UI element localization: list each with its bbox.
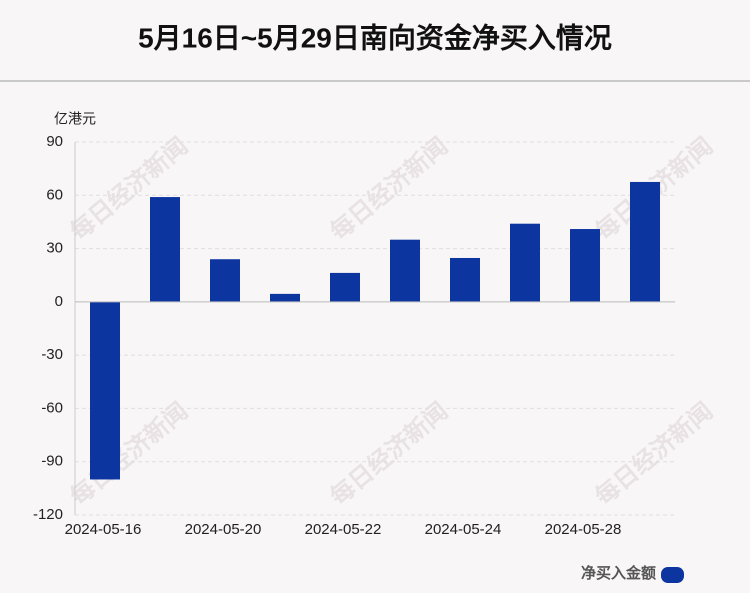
bar	[390, 239, 420, 302]
x-tick-label: 2024-05-28	[545, 521, 622, 538]
y-tick-label: -120	[33, 506, 63, 523]
bar	[150, 197, 180, 302]
y-tick-label: -60	[41, 399, 63, 416]
y-tick-label: 90	[46, 133, 63, 150]
bar	[210, 259, 240, 302]
y-tick-label: -30	[41, 346, 63, 363]
bar	[570, 229, 600, 302]
x-tick-label: 2024-05-24	[425, 521, 502, 538]
y-unit: 亿港元	[54, 111, 96, 127]
y-tick-label: -90	[41, 453, 63, 470]
chart-title: 5月16日~5月29日南向资金净买入情况	[138, 21, 612, 53]
legend-label: 净买入金额	[581, 564, 656, 582]
bar	[90, 301, 120, 480]
x-tick-label: 2024-05-20	[185, 521, 262, 538]
x-tick-label: 2024-05-16	[65, 521, 142, 538]
y-tick-label: 60	[46, 186, 63, 203]
bar	[270, 293, 300, 302]
x-tick-label: 2024-05-22	[305, 521, 382, 538]
bar	[330, 272, 360, 302]
bar	[450, 257, 480, 302]
bar	[510, 223, 540, 302]
bar	[630, 181, 660, 302]
y-tick-label: 30	[46, 240, 63, 257]
legend-swatch	[661, 567, 684, 583]
y-tick-label: 0	[55, 293, 63, 310]
